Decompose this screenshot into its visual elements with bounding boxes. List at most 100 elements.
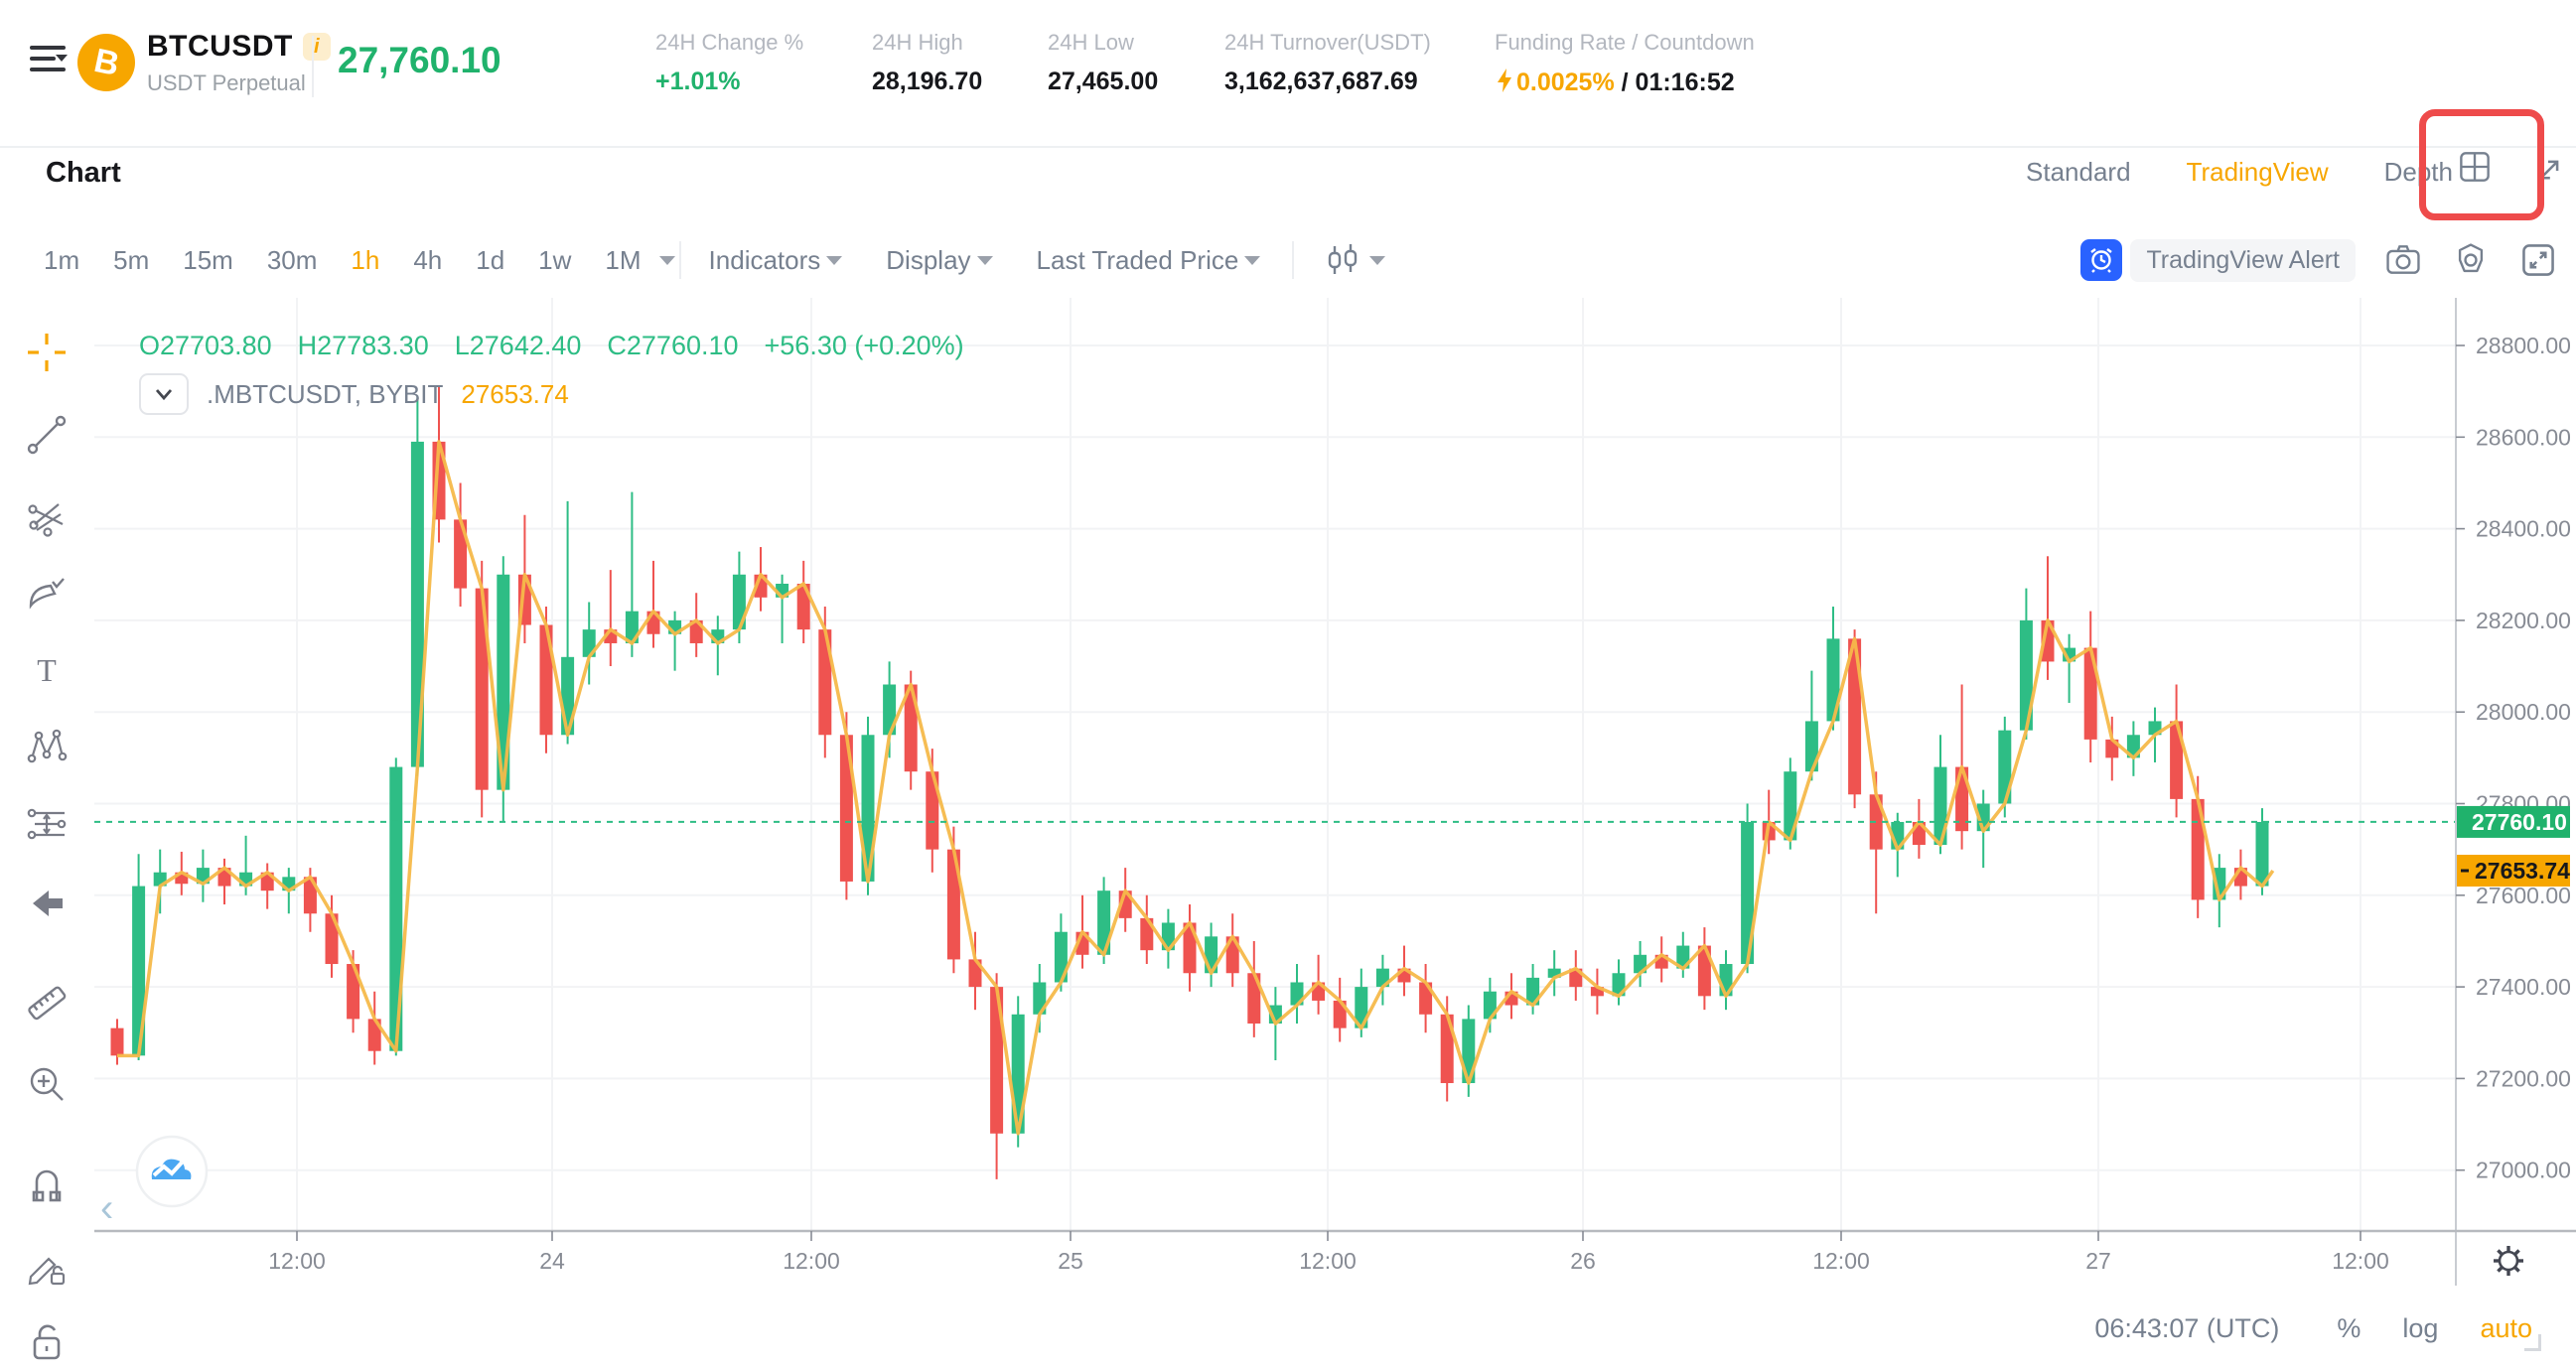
position-tool-icon[interactable] bbox=[25, 802, 69, 846]
candle-body bbox=[1097, 890, 1111, 955]
svg-text:12:00: 12:00 bbox=[2332, 1248, 2389, 1274]
candle-body bbox=[454, 519, 468, 589]
time-axis[interactable]: 12:00 24 12:00 25 12:00 26 12:00 27 12:00 bbox=[268, 1231, 2389, 1274]
undo-arrow-icon[interactable] bbox=[25, 882, 69, 925]
candle-body bbox=[1697, 945, 1711, 997]
candle-body bbox=[1826, 638, 1840, 722]
gann-tool-icon[interactable] bbox=[25, 494, 69, 538]
clock-utc[interactable]: 06:43:07 (UTC) bbox=[2094, 1313, 2280, 1343]
brush-tool-icon[interactable] bbox=[25, 572, 69, 616]
resize-corner-handle[interactable] bbox=[2524, 1334, 2541, 1351]
info-icon[interactable]: i bbox=[302, 33, 331, 61]
chevron-down-icon[interactable] bbox=[658, 255, 675, 265]
stat-24h-low: 24H Low 27,465.00 bbox=[1048, 30, 1158, 96]
toolbar-divider bbox=[1292, 241, 1295, 279]
chevron-down-icon bbox=[976, 255, 993, 265]
overlay-symbol[interactable]: .MBTCUSDT, BYBIT bbox=[207, 378, 444, 409]
menu-icon[interactable] bbox=[30, 46, 68, 75]
symbol-header: B BTCUSDT i USDT Perpetual 27,760.10 24H… bbox=[0, 0, 2576, 148]
candle-body bbox=[1183, 922, 1197, 974]
candle-body bbox=[1033, 982, 1047, 1015]
ohlc-low: L27642.40 bbox=[454, 331, 582, 360]
candles bbox=[110, 386, 2269, 1179]
candle-body bbox=[1225, 936, 1239, 974]
index-price-badge: 27653.74 bbox=[2457, 854, 2570, 887]
chart-toolbar: 1m 5m 15m 30m 1h 4h 1d 1w 1M Indicators Display … bbox=[44, 236, 1429, 284]
candle-body bbox=[1933, 766, 1947, 846]
expand-arrow-icon[interactable] bbox=[2528, 151, 2568, 191]
candle-body bbox=[325, 913, 339, 965]
candle-body bbox=[1998, 730, 2012, 804]
zoom-in-tool-icon[interactable] bbox=[25, 1062, 69, 1106]
stat-value: +1.01% bbox=[655, 68, 741, 95]
candle-body bbox=[1804, 721, 1818, 772]
timeframe-group: 1m 5m 15m 30m 1h 4h 1d 1w 1M bbox=[44, 245, 675, 276]
candle-body bbox=[497, 574, 510, 790]
layout-grid-icon[interactable] bbox=[2455, 147, 2495, 187]
tradingview-alert-button[interactable]: TradingView Alert bbox=[2080, 238, 2356, 282]
timeframe-1M[interactable]: 1M bbox=[605, 244, 642, 275]
svg-text:27: 27 bbox=[2085, 1248, 2111, 1274]
timeframe-4h[interactable]: 4h bbox=[413, 244, 443, 275]
svg-text:T: T bbox=[37, 652, 57, 688]
svg-text:27200.00: 27200.00 bbox=[2476, 1065, 2571, 1091]
candle-body bbox=[1784, 771, 1797, 841]
camera-icon[interactable] bbox=[2383, 240, 2423, 280]
lock-tool-icon[interactable] bbox=[25, 1320, 69, 1364]
trendline-tool-icon[interactable] bbox=[25, 413, 69, 457]
timeframe-30m[interactable]: 30m bbox=[266, 244, 318, 275]
svg-text:12:00: 12:00 bbox=[1299, 1248, 1357, 1274]
percent-scale-button[interactable]: % bbox=[2337, 1313, 2361, 1343]
timeframe-5m[interactable]: 5m bbox=[113, 244, 150, 275]
candle-body bbox=[475, 588, 489, 790]
timeframe-15m[interactable]: 15m bbox=[183, 244, 233, 275]
chart-settings-icon[interactable] bbox=[2451, 240, 2491, 280]
pattern-tool-icon[interactable] bbox=[25, 725, 69, 768]
candle-body bbox=[367, 1019, 381, 1051]
alert-label: TradingView Alert bbox=[2130, 238, 2356, 282]
indicators-menu[interactable]: Indicators bbox=[709, 245, 843, 276]
magnet-tool-icon[interactable] bbox=[25, 1164, 69, 1207]
svg-text:28000.00: 28000.00 bbox=[2476, 699, 2571, 725]
stat-24h-high: 24H High 28,196.70 bbox=[872, 30, 982, 96]
timeframe-1m[interactable]: 1m bbox=[44, 244, 80, 275]
overlay-collapse-button[interactable] bbox=[139, 373, 189, 415]
overlay-legend: .MBTCUSDT, BYBIT 27653.74 bbox=[139, 373, 569, 415]
svg-text:27600.00: 27600.00 bbox=[2476, 883, 2571, 908]
timezone-settings-icon[interactable] bbox=[2487, 1239, 2530, 1283]
tab-mode-Standard[interactable]: Standard bbox=[2026, 157, 2131, 187]
tab-mode-TradingView[interactable]: TradingView bbox=[2186, 157, 2329, 187]
display-menu[interactable]: Display bbox=[886, 245, 993, 276]
stat-label: 24H Change % bbox=[655, 30, 804, 55]
candle-body bbox=[883, 684, 897, 736]
price-source-menu[interactable]: Last Traded Price bbox=[1037, 245, 1261, 276]
candle-body bbox=[1440, 1014, 1454, 1084]
timeframe-1w[interactable]: 1w bbox=[538, 244, 572, 275]
svg-text:25: 25 bbox=[1058, 1248, 1083, 1274]
candle-body bbox=[861, 735, 875, 882]
text-tool-icon[interactable]: T bbox=[25, 648, 69, 692]
ruler-tool-icon[interactable] bbox=[25, 981, 69, 1025]
price-axis[interactable]: 28800.00 28600.00 28400.00 28200.00 28000.00… bbox=[2456, 333, 2571, 1183]
stat-funding: Funding Rate / Countdown 0.0025% / 01:16… bbox=[1495, 30, 1755, 100]
candle-body bbox=[1140, 917, 1154, 951]
candle-style-menu[interactable] bbox=[1322, 240, 1386, 280]
stat-24h-turnover: 24H Turnover(USDT) 3,162,637,687.69 bbox=[1224, 30, 1431, 96]
crosshair-tool-icon[interactable] bbox=[25, 331, 69, 374]
stat-label: 24H Turnover(USDT) bbox=[1224, 30, 1431, 55]
candle-body bbox=[946, 849, 960, 960]
fullscreen-icon[interactable] bbox=[2518, 240, 2558, 280]
svg-text:26: 26 bbox=[1570, 1248, 1596, 1274]
log-scale-button[interactable]: log bbox=[2402, 1313, 2439, 1343]
candle-body bbox=[1547, 968, 1561, 978]
timeframe-1d[interactable]: 1d bbox=[476, 244, 505, 275]
drawing-lock-icon[interactable] bbox=[25, 1245, 69, 1289]
candle-body bbox=[2083, 647, 2097, 740]
candle-body bbox=[1590, 987, 1604, 997]
auto-scale-button[interactable]: auto bbox=[2480, 1313, 2532, 1343]
scroll-left-icon[interactable]: ‹ bbox=[100, 1186, 113, 1230]
price-chart[interactable]: 28800.00 28600.00 28400.00 28200.00 28000.00… bbox=[94, 298, 2576, 1296]
timeframe-1h[interactable]: 1h bbox=[351, 244, 380, 275]
tab-mode-Depth[interactable]: Depth bbox=[2383, 157, 2453, 187]
symbol-name[interactable]: BTCUSDT bbox=[147, 30, 293, 63]
